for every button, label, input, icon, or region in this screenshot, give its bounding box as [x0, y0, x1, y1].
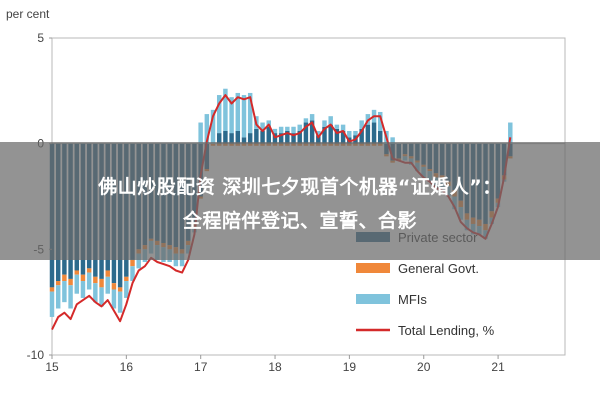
bar-general-govt [112, 283, 116, 289]
bar-mfis [56, 285, 60, 308]
legend-label-mfis: MFIs [398, 292, 427, 307]
bar-mfis [353, 131, 357, 135]
bar-private-sector [366, 125, 370, 144]
bar-general-govt [130, 260, 134, 266]
bar-mfis [304, 118, 308, 122]
bar-mfis [328, 116, 332, 124]
x-tick-label: 18 [268, 360, 282, 374]
bar-private-sector [372, 123, 376, 144]
bar-mfis [279, 127, 283, 133]
legend-swatch-mfis [356, 294, 390, 304]
bar-mfis [81, 281, 85, 298]
bar-general-govt [99, 279, 103, 287]
bar-mfis [50, 292, 54, 317]
x-tick-label: 21 [491, 360, 505, 374]
bar-general-govt [75, 270, 79, 274]
legend-swatch-general-govt [356, 263, 390, 273]
x-tick-label: 19 [343, 360, 357, 374]
bar-general-govt [124, 277, 128, 281]
headline-banner[interactable]: 佛山炒股配资 深圳七夕现首个机器“证婚人”： 全程陪伴登记、宣誓、合影 [0, 142, 600, 260]
y-tick-label: -10 [27, 348, 45, 362]
x-tick-label: 15 [45, 360, 59, 374]
bar-general-govt [50, 287, 54, 291]
bar-mfis [198, 123, 202, 144]
y-axis-label: per cent [6, 7, 50, 21]
bar-general-govt [68, 279, 72, 285]
bar-mfis [322, 120, 326, 126]
legend-label-general-govt: General Govt. [398, 261, 479, 276]
bar-general-govt [87, 268, 91, 272]
bar-general-govt [81, 275, 85, 281]
bar-general-govt [118, 287, 122, 291]
bar-mfis [310, 114, 314, 120]
bar-mfis [68, 285, 72, 308]
bar-mfis [112, 289, 116, 308]
bar-mfis [75, 275, 79, 294]
bar-mfis [106, 277, 110, 294]
x-tick-label: 20 [417, 360, 431, 374]
bar-mfis [285, 127, 289, 131]
bar-mfis [347, 131, 351, 137]
bar-mfis [87, 273, 91, 290]
bar-general-govt [62, 275, 66, 281]
y-tick-label: 5 [37, 31, 44, 45]
bar-mfis [335, 125, 339, 129]
bar-general-govt [93, 277, 97, 283]
bar-mfis [291, 127, 295, 133]
legend-label-total-lending: Total Lending, % [398, 323, 495, 338]
bar-mfis [118, 292, 122, 313]
headline-line-1: 佛山炒股配资 深圳七夕现首个机器“证婚人”： [0, 172, 600, 199]
bar-general-govt [56, 281, 60, 285]
bar-general-govt [106, 270, 110, 276]
headline-line-2: 全程陪伴登记、宣誓、合影 [0, 206, 600, 233]
bar-mfis [297, 125, 301, 131]
bar-mfis [62, 281, 66, 302]
x-tick-label: 17 [194, 360, 208, 374]
x-tick-label: 16 [120, 360, 134, 374]
bar-mfis [242, 95, 246, 137]
